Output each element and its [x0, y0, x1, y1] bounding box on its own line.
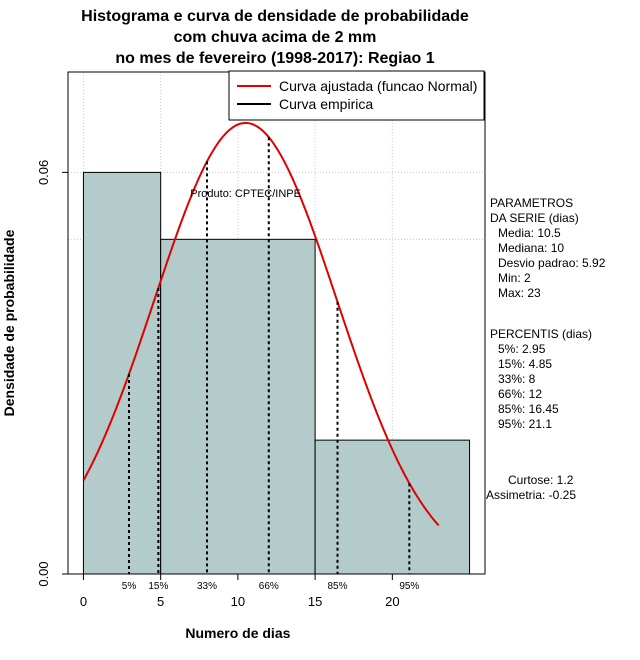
stat-p95: 95%: 21.1	[498, 417, 553, 431]
stat-p66: 66%: 12	[498, 387, 543, 401]
x-tick-label: 15	[308, 594, 322, 609]
product-annotation: Produto: CPTEC/INPE	[190, 188, 301, 200]
chart-title-line: no mes de fevereiro (1998-2017): Regiao …	[115, 50, 434, 67]
x-tick-label: 5	[157, 594, 164, 609]
stat-media: Media: 10.5	[498, 226, 561, 240]
x-tick-label: 0	[80, 594, 87, 609]
stat-desvio: Desvio padrao: 5.92	[498, 256, 606, 270]
percentile-label: 33%	[197, 581, 217, 592]
params-title-2: DA SERIE (dias)	[490, 211, 579, 225]
x-tick-label: 10	[231, 594, 245, 609]
histogram-bar	[160, 238, 316, 575]
stat-min: Min: 2	[498, 271, 531, 285]
legend-label: Curva empirica	[279, 96, 373, 112]
x-axis-label: Numero de dias	[185, 625, 290, 641]
percentis-panel: PERCENTIS (dias) 5%: 2.95 15%: 4.85 33%:…	[490, 327, 640, 432]
stat-max: Max: 23	[498, 286, 541, 300]
stat-mediana: Mediana: 10	[498, 241, 565, 255]
y-tick-label: 0.06	[36, 160, 51, 185]
histogram-bar	[314, 439, 471, 575]
chart-title-line: Histograma e curva de densidade de proba…	[81, 8, 469, 25]
stats-panel: PARAMETROS DA SERIE (dias) Media: 10.5 M…	[490, 196, 640, 301]
x-tick-label: 20	[385, 594, 399, 609]
percentis-title: PERCENTIS (dias)	[490, 327, 593, 341]
normal-curve-line	[82, 121, 440, 527]
percentile-label: 95%	[399, 581, 419, 592]
stat-p85: 85%: 16.45	[498, 402, 559, 416]
chart-title-line: com chuva acima de 2 mm	[174, 29, 377, 46]
percentile-label: 15%	[148, 581, 168, 592]
stat-p5: 5%: 2.95	[498, 342, 546, 356]
percentile-label: 5%	[122, 581, 137, 592]
legend-label: Curva ajustada (funcao Normal)	[279, 78, 477, 94]
y-tick-label: 0.00	[36, 561, 51, 586]
params-title-1: PARAMETROS	[490, 196, 574, 210]
stat-curtose: Curtose: 1.2	[508, 473, 574, 487]
stat-assimetria: Assimetria: -0.25	[486, 488, 577, 502]
percentile-label: 66%	[259, 581, 279, 592]
percentile-label: 85%	[327, 581, 347, 592]
y-axis-label: Densidade de probabilidade	[1, 229, 17, 416]
moments-panel: Curtose: 1.2 Assimetria: -0.25	[486, 473, 636, 503]
legend-box	[228, 70, 485, 121]
histogram-bar	[82, 171, 162, 575]
stat-p15: 15%: 4.85	[498, 357, 553, 371]
stat-p33: 33%: 8	[498, 372, 536, 386]
